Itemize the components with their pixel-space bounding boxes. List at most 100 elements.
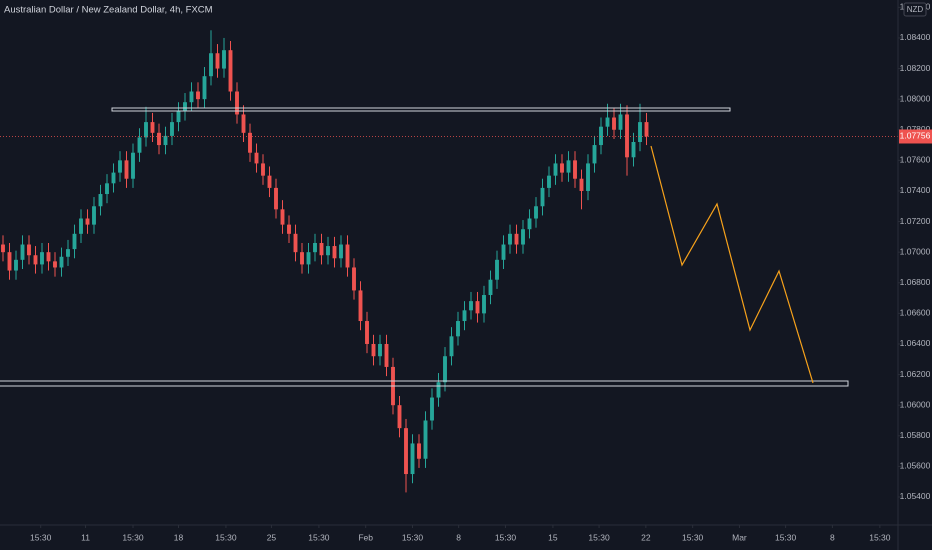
candle-body [183,102,187,112]
x-tick-label: 15 [548,532,558,542]
candle-body [579,178,584,191]
candle-body [300,252,304,265]
candle-body [7,252,12,271]
candle-body [404,428,408,475]
candle-body [339,244,343,259]
candle-body [215,53,220,69]
candle-body [352,267,356,291]
x-tick-label: 15:30 [122,532,144,542]
x-tick-label: 15:30 [869,532,891,542]
candle-body [124,160,129,179]
candle-body [560,163,564,173]
candle-body [228,50,233,92]
candle-body [384,343,389,367]
candle-body [163,135,168,146]
x-tick-label: 18 [174,532,184,542]
candle-body [241,114,246,133]
y-tick-label: 1.06600 [900,308,931,318]
candle-body [586,163,590,191]
candle-body [625,114,629,158]
candle-body [313,242,317,253]
y-tick-label: 1.07200 [900,216,931,226]
y-tick-label: 1.07800 [900,124,931,134]
candle-body [72,233,77,250]
candle-body [514,233,519,245]
candle-body [293,233,298,253]
candle-body [111,172,116,184]
candle-body [638,122,642,142]
y-tick-label: 1.06800 [900,277,931,287]
currency-label[interactable]: NZD [907,5,924,14]
candle-body [202,76,207,100]
y-tick-label: 1.05400 [900,491,931,501]
candle-body [157,132,161,146]
candle-body [501,244,506,260]
candle-body [235,91,239,115]
candle-body [462,310,467,322]
y-tick-label: 1.07600 [900,155,931,165]
last-price-box [899,129,932,144]
candle-body [98,194,103,207]
currency-box[interactable] [903,2,927,17]
candle-body [209,53,213,77]
candle-body [410,443,415,475]
candle-body [261,163,265,176]
candle-body [85,218,90,225]
last-price-label: 1.07756 [900,131,931,141]
x-tick-label: 8 [456,532,461,542]
y-tick-label: 1.08000 [900,93,931,103]
candle-body [33,255,38,265]
candle-body [449,336,454,357]
candle-body [53,261,57,268]
candle-body [66,249,70,257]
candle-body [92,206,96,225]
x-tick-label: 15:30 [495,532,517,542]
x-tick-label: 25 [267,532,277,542]
candle-body [20,244,25,260]
candle-body [469,301,473,311]
candle-body [456,321,460,337]
candle-body [1,244,5,253]
candle-body [150,122,155,133]
x-tick-label: 15:30 [308,532,330,542]
candle-body [553,163,558,176]
candle-body [345,244,350,268]
y-tick-label: 1.06200 [900,369,931,379]
candle-body [618,114,623,130]
candle-body [267,175,272,188]
candle-body [436,382,441,398]
candle-body [14,259,18,271]
candle-body [105,183,109,195]
candle-body [430,397,434,421]
candle-body [358,290,363,322]
candle-body [222,50,226,69]
candle-body [332,246,337,259]
candle-body [534,206,538,219]
support-zone [0,380,849,387]
candle-body [144,122,148,138]
candle-body [274,187,278,210]
candle-body [573,160,577,179]
x-tick-label: Mar [732,532,747,542]
y-tick-label: 1.08400 [900,32,931,42]
y-tick-label: 1.05800 [900,430,931,440]
candle-body [605,117,610,127]
y-tick-label: 1.06400 [900,338,931,348]
candle-body [592,145,597,164]
candle-body [495,259,499,280]
candle-body [631,141,636,158]
x-tick-label: 15:30 [215,532,237,542]
candle-body [196,91,200,100]
candle-body [248,132,252,153]
candle-body [46,252,51,262]
candle-body [540,187,545,207]
y-tick-label: 1.08200 [900,63,931,73]
y-tick-label: 1.07400 [900,185,931,195]
plot-area [0,30,898,493]
candle-body [189,91,194,103]
candle-body [254,152,259,164]
x-tick-label: 15:30 [30,532,52,542]
candle-body [40,252,44,265]
